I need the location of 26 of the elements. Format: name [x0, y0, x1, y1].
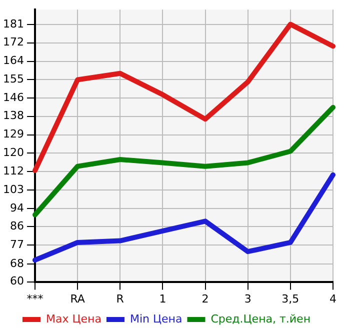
legend-label: Max Цена	[46, 312, 102, 326]
x-tick-label: 1	[159, 292, 166, 306]
y-tick-label: 120	[2, 146, 24, 159]
y-tick-label: 181	[2, 17, 24, 30]
x-tick-label: 3	[244, 292, 252, 306]
x-tick-label: 4	[330, 292, 336, 306]
x-tick-label: 2	[202, 292, 209, 306]
x-tick-label: ***	[26, 292, 44, 306]
y-tick-label: 112	[2, 164, 24, 178]
y-tick-label: 68	[10, 256, 24, 270]
y-tick-label: 103	[2, 182, 24, 196]
y-tick-label: 77	[10, 238, 24, 251]
x-tick-label: RA	[70, 292, 86, 306]
y-tick-label: 138	[2, 109, 24, 122]
y-tick-label: 129	[2, 128, 24, 141]
y-tick-label: 155	[2, 72, 24, 86]
legend-label: Сред.Цена, т.йен	[210, 312, 311, 326]
y-tick-label: 86	[10, 220, 24, 233]
y-tick-label: 146	[2, 90, 24, 104]
y-tick-label: 94	[10, 202, 24, 215]
y-tick-label: 172	[2, 36, 24, 49]
x-tick-label: 3,5	[282, 292, 300, 306]
y-tick-label: 164	[2, 54, 24, 68]
legend-label: Min Цена	[130, 312, 182, 326]
x-tick-label: R	[116, 292, 124, 306]
y-tick-label: 60	[10, 274, 24, 288]
